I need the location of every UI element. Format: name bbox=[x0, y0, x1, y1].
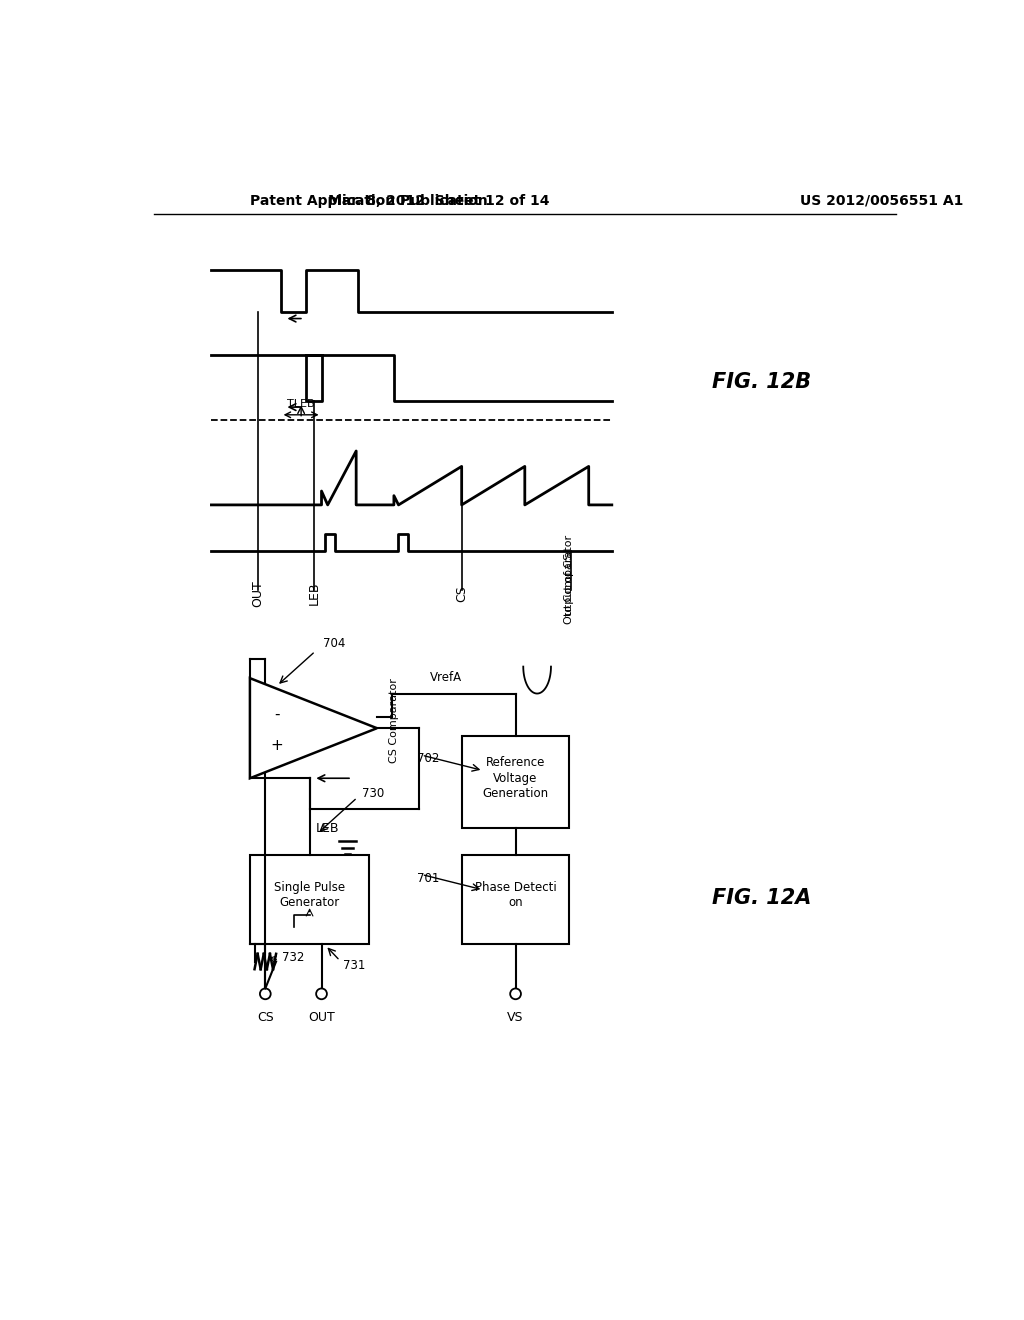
Bar bbox=[462, 737, 569, 829]
Polygon shape bbox=[250, 678, 377, 779]
Text: OUT: OUT bbox=[251, 579, 264, 607]
Text: CS Comparator: CS Comparator bbox=[389, 678, 399, 763]
Text: CS: CS bbox=[257, 1011, 273, 1024]
Text: to Comparator: to Comparator bbox=[564, 535, 574, 616]
Bar bbox=[250, 855, 370, 944]
Text: Voltage: Voltage bbox=[494, 772, 538, 785]
Text: Generation: Generation bbox=[482, 787, 549, 800]
Text: -: - bbox=[274, 706, 280, 722]
Text: on: on bbox=[508, 896, 523, 909]
Text: Patent Application Publication: Patent Application Publication bbox=[250, 194, 487, 207]
Bar bbox=[462, 855, 569, 944]
Text: Phase Detecti: Phase Detecti bbox=[475, 880, 556, 894]
Text: 731: 731 bbox=[343, 958, 366, 972]
Text: Reference: Reference bbox=[485, 756, 545, 770]
Text: CS: CS bbox=[455, 585, 468, 602]
Text: TLEB: TLEB bbox=[288, 399, 315, 409]
Text: OUT: OUT bbox=[308, 1011, 335, 1024]
Text: 730: 730 bbox=[361, 787, 384, 800]
Text: 702: 702 bbox=[417, 752, 439, 766]
Text: 701: 701 bbox=[417, 871, 439, 884]
Text: FIG. 12A: FIG. 12A bbox=[713, 887, 812, 908]
Text: VrefA: VrefA bbox=[430, 672, 462, 684]
Text: US 2012/0056551 A1: US 2012/0056551 A1 bbox=[801, 194, 964, 207]
Text: Mar. 8, 2012  Sheet 12 of 14: Mar. 8, 2012 Sheet 12 of 14 bbox=[328, 194, 549, 207]
Text: VS: VS bbox=[507, 1011, 524, 1024]
Text: 732: 732 bbox=[283, 952, 304, 964]
Text: LEB: LEB bbox=[307, 582, 321, 605]
Text: 704: 704 bbox=[323, 638, 345, 649]
Text: Generator: Generator bbox=[280, 896, 340, 909]
Text: +: + bbox=[270, 738, 284, 752]
Text: LEB: LEB bbox=[315, 822, 339, 834]
Text: FIG. 12B: FIG. 12B bbox=[713, 372, 812, 392]
Text: Output of CS: Output of CS bbox=[564, 552, 574, 624]
Text: Single Pulse: Single Pulse bbox=[274, 880, 345, 894]
